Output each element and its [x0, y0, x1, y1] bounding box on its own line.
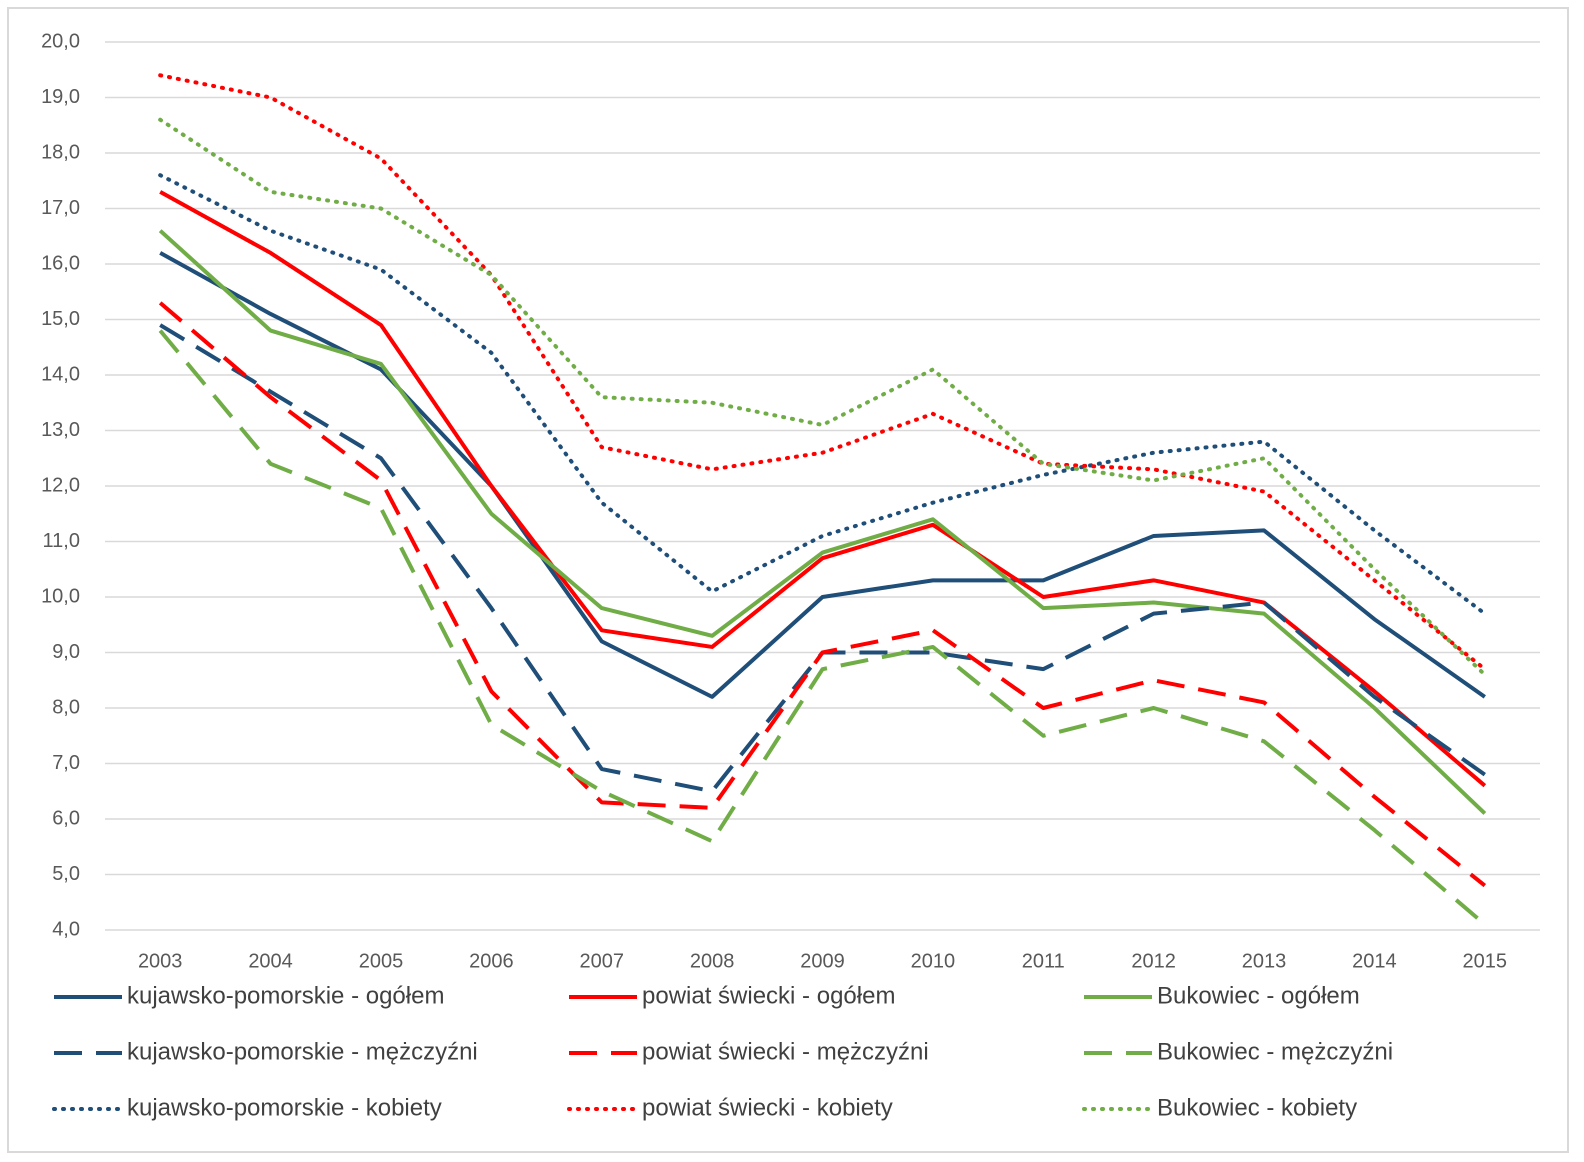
y-tick-label: 16,0: [41, 252, 80, 274]
legend-label: powiat świecki - ogółem: [642, 982, 895, 1009]
x-tick-label: 2013: [1242, 950, 1287, 972]
series-line: [158, 117, 1487, 677]
series-line: [158, 329, 1487, 926]
series-line: [158, 229, 1487, 815]
y-tick-label: 5,0: [52, 863, 80, 885]
y-tick-label: 9,0: [52, 641, 80, 663]
x-tick-label: 2003: [138, 950, 183, 972]
x-tick-label: 2007: [579, 950, 624, 972]
legend-label: kujawsko-pomorskie - mężczyźni: [127, 1038, 478, 1065]
x-tick-label: 2008: [690, 950, 735, 972]
y-tick-label: 10,0: [41, 585, 80, 607]
y-tick-label: 17,0: [41, 197, 80, 219]
y-tick-label: 4,0: [52, 918, 80, 940]
legend-label: Bukowiec - mężczyźni: [1157, 1038, 1393, 1065]
y-tick-label: 14,0: [41, 363, 80, 385]
y-tick-label: 8,0: [52, 696, 80, 718]
x-tick-label: 2009: [800, 950, 845, 972]
x-tick-label: 2012: [1131, 950, 1176, 972]
legend-label: Bukowiec - ogółem: [1157, 982, 1360, 1009]
y-tick-label: 11,0: [43, 530, 80, 552]
y-tick-label: 13,0: [41, 419, 80, 441]
series-line: [158, 301, 1487, 888]
x-tick-label: 2005: [359, 950, 404, 972]
y-tick-label: 18,0: [41, 141, 80, 163]
x-tick-label: 2015: [1463, 950, 1508, 972]
x-tick-label: 2011: [1022, 950, 1065, 972]
series-line: [158, 173, 1487, 616]
x-tick-label: 2006: [469, 950, 514, 972]
y-tick-label: 12,0: [41, 474, 80, 496]
y-tick-label: 7,0: [52, 752, 80, 774]
legend-label: powiat świecki - mężczyźni: [642, 1038, 929, 1065]
y-tick-label: 15,0: [41, 308, 80, 330]
series-line: [159, 190, 1487, 788]
series-line: [158, 73, 1487, 672]
x-tick-label: 2010: [911, 950, 956, 972]
legend-label: kujawsko-pomorskie - kobiety: [127, 1094, 442, 1121]
y-tick-label: 6,0: [52, 807, 80, 829]
y-tick-label: 19,0: [41, 86, 80, 108]
y-tick-label: 20,0: [41, 30, 80, 52]
legend-label: kujawsko-pomorskie - ogółem: [127, 982, 444, 1009]
x-tick-label: 2014: [1352, 950, 1397, 972]
legend-label: powiat świecki - kobiety: [642, 1094, 893, 1121]
x-tick-label: 2004: [248, 950, 293, 972]
legend-label: Bukowiec - kobiety: [1157, 1094, 1357, 1121]
series-line: [159, 251, 1486, 699]
